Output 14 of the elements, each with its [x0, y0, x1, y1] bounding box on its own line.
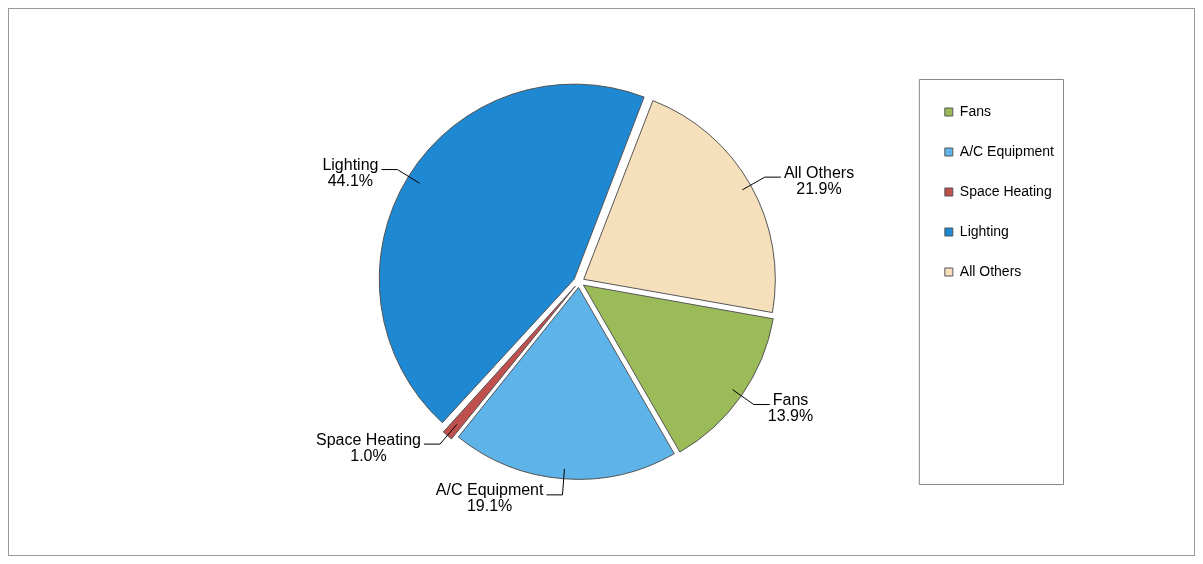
data-label: 13.9% — [767, 406, 814, 424]
legend-label: Fans — [959, 102, 991, 119]
slice-label: Lighting — [322, 155, 379, 173]
legend-label: Lighting — [959, 222, 1009, 239]
data-label: 19.1% — [466, 497, 513, 515]
legend-label: All Others — [959, 262, 1022, 279]
data-label: 21.9% — [796, 179, 842, 197]
slice-label: Fans — [772, 390, 809, 408]
slice-label: All Others — [783, 163, 855, 181]
slice-label: Space Heating — [316, 430, 421, 448]
data-label: 1.0% — [350, 446, 387, 464]
legend-label: A/C Equipment — [959, 142, 1055, 159]
legend-label: Space Heating — [959, 182, 1052, 199]
slice-label: A/C Equipment — [435, 481, 545, 499]
